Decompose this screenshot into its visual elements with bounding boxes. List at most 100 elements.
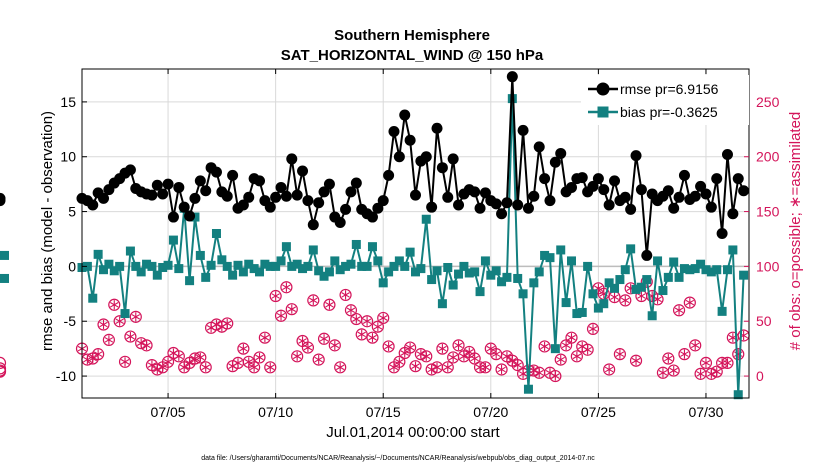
bias-point (378, 278, 388, 288)
plot-frame (81, 68, 750, 399)
bias-point (739, 270, 749, 280)
rmse-point (668, 202, 680, 214)
bias-point (443, 262, 453, 272)
obs-assimilated-point (373, 322, 383, 332)
obs-assimilated-point (266, 362, 275, 372)
bias-point (222, 261, 232, 271)
rmse-point (603, 199, 615, 211)
bias-point (109, 266, 119, 276)
obs-possible-point (97, 318, 110, 331)
obs-assimilated-point (577, 341, 587, 352)
y-tick-right-label: 100 (756, 258, 780, 274)
bias-point (142, 259, 152, 269)
obs-assimilated-point (529, 365, 539, 376)
bias-point (491, 266, 501, 276)
rmse-point (727, 208, 739, 220)
y-tick-left-label: 5 (68, 204, 76, 220)
rmse-point (442, 191, 454, 203)
rmse-point (254, 175, 266, 187)
bias-point (701, 265, 711, 275)
bias-point (238, 267, 248, 277)
rmse-point (662, 185, 674, 197)
bias-point (260, 259, 270, 269)
obs-assimilated-point (610, 292, 619, 302)
bias-point (615, 275, 625, 285)
obs-assimilated-point (88, 353, 98, 364)
bias-point (314, 266, 324, 276)
obs-assimilated-point (163, 357, 173, 367)
obs-assimilated-point (508, 356, 517, 366)
bias-point (690, 264, 700, 274)
obs-possible-point (199, 361, 212, 374)
obs-assimilated-point (421, 351, 431, 361)
obs-assimilated-point (497, 364, 506, 375)
obs-possible-point (613, 348, 627, 361)
bias-point (276, 256, 286, 266)
bias-point (497, 277, 507, 287)
obs-assimilated-point (104, 335, 114, 345)
bias-point (168, 235, 178, 245)
rmse-point (151, 179, 163, 191)
rmse-point (598, 184, 610, 196)
rmse-point (173, 181, 185, 193)
obs-assimilated-point (674, 305, 684, 315)
obs-assimilated-point (637, 291, 646, 301)
obs-assimilated-point (680, 349, 689, 359)
rmse-point (377, 195, 389, 207)
obs-assimilated-point (583, 345, 592, 355)
bias-point (88, 293, 98, 303)
x-tick-label: 07/05 (151, 404, 186, 420)
rmse-point (210, 166, 222, 178)
obs-possible-point (538, 340, 551, 353)
obs-possible-series (0, 275, 750, 383)
obs-assimilated-point (707, 369, 716, 379)
bias-point (211, 229, 221, 238)
legend-bias-marker (597, 106, 609, 118)
rmse-point (716, 228, 728, 239)
obs-assimilated-point (631, 356, 641, 366)
obs-possible-point (629, 354, 643, 367)
rmse-point (420, 151, 432, 163)
bias-point (152, 270, 162, 280)
rmse-point (372, 202, 384, 214)
chart-title-line1: Southern Hemisphere (334, 27, 490, 44)
rmse-point (313, 197, 325, 209)
obs-assimilated-point (368, 333, 377, 343)
bias-point (653, 256, 663, 266)
bias-point (400, 261, 410, 271)
rmse-point (512, 199, 524, 211)
bias-point (647, 311, 657, 321)
obs-assimilated-point (212, 319, 221, 330)
bias-line (81, 98, 745, 395)
obs-possible-point (732, 348, 745, 361)
bias-point (228, 270, 238, 280)
obs-assimilated-point (604, 364, 614, 375)
bias-point (470, 267, 480, 277)
rmse-point (630, 150, 642, 162)
bias-point (163, 260, 173, 270)
legend-rmse-label: rmse pr=6.9156 (620, 81, 719, 97)
rmse-point (565, 181, 577, 193)
obs-assimilated-point (255, 352, 264, 363)
bias-point (669, 257, 679, 267)
chart-title-line2: SAT_HORIZONTAL_WIND @ 150 hPa (281, 47, 544, 64)
bias-point (674, 272, 684, 282)
obs-possible-point (0, 356, 7, 370)
obs-assimilated-point (378, 313, 388, 323)
obs-assimilated-point (233, 358, 243, 368)
obs-assimilated-point (142, 340, 151, 350)
bias-point (411, 267, 420, 277)
rmse-point (700, 188, 712, 200)
bias-point (281, 242, 291, 252)
bias-point (534, 267, 544, 277)
x-tick-label: 07/30 (688, 404, 723, 420)
bias-point (577, 307, 587, 317)
obs-possible-point (366, 331, 379, 344)
bias-point (93, 249, 103, 259)
y-tick-right-label: 250 (756, 94, 780, 110)
rmse-point (426, 201, 438, 213)
rmse-point (243, 191, 255, 203)
obs-assimilated-point (201, 362, 210, 372)
obs-assimilated-point (298, 336, 307, 346)
